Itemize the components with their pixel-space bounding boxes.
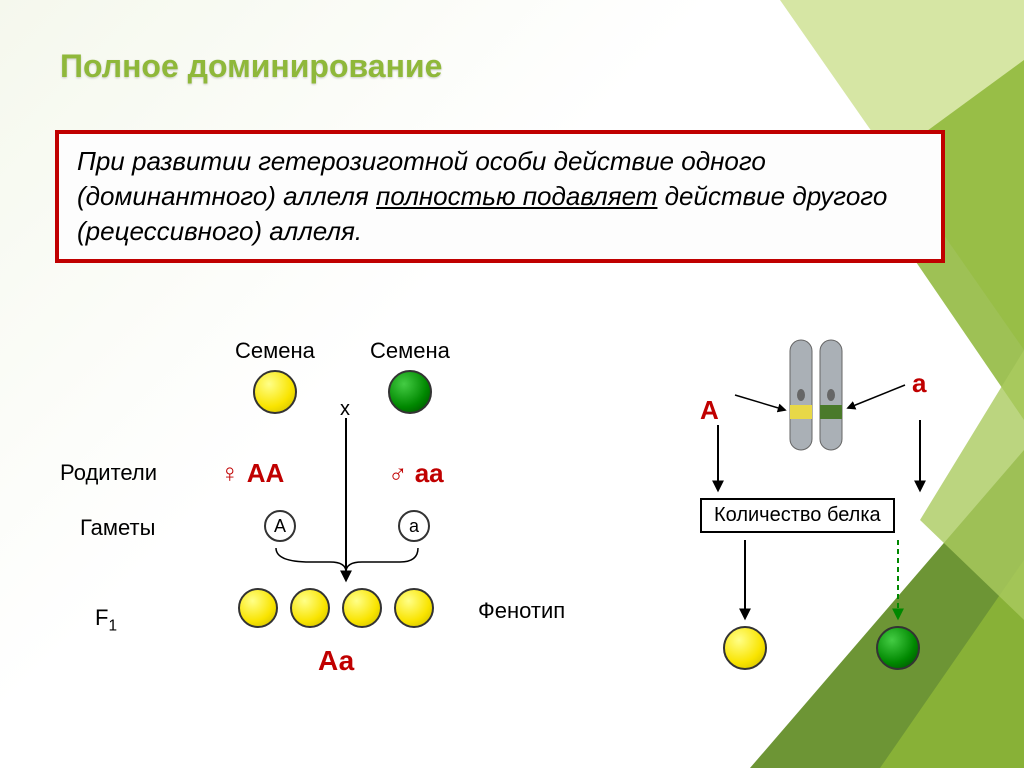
seeds-label-1: Семена	[235, 338, 315, 364]
chromosome-diagram	[0, 0, 1024, 768]
seed-green	[388, 370, 432, 414]
gametes-label: Гаметы	[80, 515, 155, 541]
phenotype-yellow-circle	[723, 626, 767, 670]
offspring-genotype: Аа	[318, 645, 354, 677]
cross-symbol: x	[340, 398, 350, 421]
f1-seed-2	[290, 588, 330, 628]
slide-title: Полное доминирование	[60, 48, 442, 85]
f1-seed-1	[238, 588, 278, 628]
f1-seed-4	[394, 588, 434, 628]
definition-underlined: полностью подавляет	[376, 181, 657, 211]
f1-seed-3	[342, 588, 382, 628]
generation-label: F1	[95, 605, 117, 635]
protein-quantity-box: Количество белка	[700, 498, 895, 533]
male-genotype: ♂ аа	[388, 458, 444, 489]
gamete-a-circle: а	[398, 510, 430, 542]
seeds-label-2: Семена	[370, 338, 450, 364]
generation-letter: F	[95, 605, 108, 630]
allele-A-label: А	[700, 395, 719, 426]
gamete-A-circle: А	[264, 510, 296, 542]
gamete-a-letter: а	[409, 516, 419, 537]
seed-yellow	[253, 370, 297, 414]
female-genotype: ♀ АА	[220, 458, 284, 489]
cross-diagram-arrows	[0, 0, 1024, 768]
phenotype-green-circle	[876, 626, 920, 670]
allele-a-label: а	[912, 368, 926, 399]
phenotype-label: Фенотип	[478, 598, 565, 624]
generation-subscript: 1	[108, 617, 117, 634]
parents-label: Родители	[60, 460, 157, 486]
definition-box: При развитии гетерозиготной особи действ…	[55, 130, 945, 263]
gamete-A-letter: А	[274, 516, 286, 537]
